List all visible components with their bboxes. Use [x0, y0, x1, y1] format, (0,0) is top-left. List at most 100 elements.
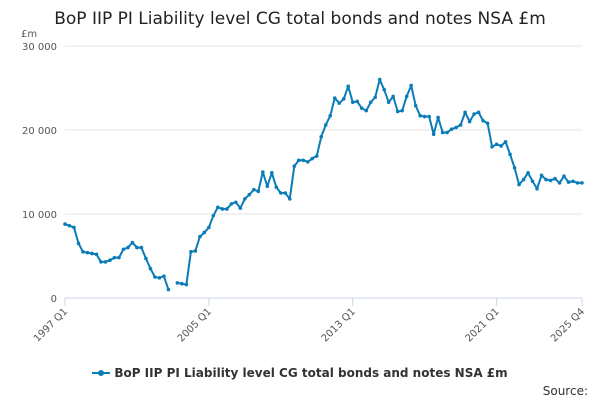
- data-point[interactable]: [211, 213, 216, 218]
- data-point[interactable]: [323, 123, 328, 127]
- data-point[interactable]: [238, 206, 243, 210]
- data-point[interactable]: [544, 177, 548, 182]
- legend[interactable]: BoP IIP PI Liability level CG total bond…: [0, 366, 600, 380]
- data-point[interactable]: [225, 207, 229, 211]
- data-point[interactable]: [463, 110, 467, 115]
- data-point[interactable]: [99, 260, 103, 264]
- data-point[interactable]: [332, 96, 337, 100]
- data-point[interactable]: [494, 142, 499, 147]
- data-point[interactable]: [144, 256, 148, 261]
- data-point[interactable]: [467, 119, 472, 124]
- data-point[interactable]: [139, 245, 144, 250]
- data-point[interactable]: [189, 250, 193, 254]
- data-point[interactable]: [517, 182, 521, 187]
- data-point[interactable]: [503, 139, 508, 144]
- data-point[interactable]: [472, 112, 476, 116]
- data-point[interactable]: [490, 145, 494, 149]
- data-point[interactable]: [270, 171, 274, 175]
- data-point[interactable]: [278, 191, 283, 195]
- data-point[interactable]: [449, 127, 454, 131]
- data-point[interactable]: [234, 200, 238, 205]
- data-point[interactable]: [265, 184, 270, 189]
- data-point[interactable]: [180, 281, 184, 286]
- data-point[interactable]: [575, 181, 580, 185]
- data-point[interactable]: [485, 121, 490, 126]
- data-point[interactable]: [377, 77, 382, 82]
- data-point[interactable]: [117, 255, 121, 260]
- data-point[interactable]: [436, 115, 440, 120]
- data-point[interactable]: [175, 281, 180, 285]
- data-point[interactable]: [229, 202, 234, 206]
- data-point[interactable]: [112, 255, 117, 260]
- data-point[interactable]: [301, 158, 306, 163]
- data-point[interactable]: [252, 187, 256, 192]
- data-point[interactable]: [458, 123, 463, 127]
- data-point[interactable]: [81, 250, 85, 254]
- data-point[interactable]: [166, 287, 171, 292]
- data-point[interactable]: [256, 189, 261, 194]
- data-point[interactable]: [90, 251, 94, 256]
- data-point[interactable]: [207, 225, 211, 230]
- data-point[interactable]: [126, 245, 130, 250]
- data-point[interactable]: [440, 130, 445, 135]
- data-point[interactable]: [328, 113, 333, 118]
- data-point[interactable]: [310, 156, 315, 161]
- data-point[interactable]: [121, 247, 126, 252]
- data-point[interactable]: [539, 173, 544, 178]
- data-point[interactable]: [184, 282, 189, 287]
- data-point[interactable]: [562, 174, 566, 178]
- data-point[interactable]: [314, 154, 319, 158]
- data-point[interactable]: [94, 252, 99, 257]
- data-point[interactable]: [274, 185, 279, 189]
- data-point[interactable]: [287, 197, 292, 201]
- data-point[interactable]: [391, 94, 395, 99]
- data-point[interactable]: [400, 108, 404, 113]
- data-point[interactable]: [292, 164, 297, 168]
- data-point[interactable]: [526, 171, 530, 175]
- data-point[interactable]: [481, 118, 485, 123]
- data-point[interactable]: [162, 274, 166, 278]
- data-point[interactable]: [296, 158, 301, 163]
- data-point[interactable]: [103, 260, 108, 264]
- data-point[interactable]: [261, 170, 265, 174]
- data-point[interactable]: [108, 258, 112, 263]
- data-point[interactable]: [431, 132, 436, 136]
- data-point[interactable]: [548, 178, 553, 183]
- data-point[interactable]: [553, 176, 557, 181]
- data-point[interactable]: [521, 177, 526, 182]
- data-point[interactable]: [305, 160, 310, 164]
- data-point[interactable]: [355, 99, 360, 104]
- data-point[interactable]: [193, 249, 198, 253]
- data-point[interactable]: [63, 222, 67, 226]
- data-point[interactable]: [512, 166, 517, 170]
- data-point[interactable]: [557, 181, 562, 185]
- data-point[interactable]: [130, 240, 135, 245]
- data-point[interactable]: [359, 106, 364, 110]
- data-point[interactable]: [341, 97, 346, 101]
- data-point[interactable]: [508, 152, 512, 157]
- data-point[interactable]: [346, 84, 351, 89]
- data-point[interactable]: [157, 276, 162, 280]
- data-point[interactable]: [364, 108, 369, 113]
- data-point[interactable]: [216, 205, 220, 210]
- data-point[interactable]: [404, 94, 409, 99]
- data-point[interactable]: [368, 100, 373, 105]
- data-point[interactable]: [148, 266, 153, 271]
- data-point[interactable]: [319, 134, 324, 139]
- data-point[interactable]: [373, 95, 378, 100]
- data-point[interactable]: [243, 197, 247, 201]
- data-point[interactable]: [418, 113, 422, 118]
- data-point[interactable]: [427, 114, 431, 119]
- data-point[interactable]: [499, 144, 503, 148]
- data-point[interactable]: [566, 180, 571, 184]
- data-point[interactable]: [135, 245, 139, 250]
- data-point[interactable]: [283, 191, 288, 195]
- data-point[interactable]: [76, 241, 81, 246]
- data-point[interactable]: [413, 103, 418, 108]
- data-point[interactable]: [382, 87, 386, 92]
- data-point[interactable]: [337, 101, 342, 105]
- data-point[interactable]: [350, 100, 355, 105]
- data-point[interactable]: [535, 187, 539, 191]
- data-point[interactable]: [198, 234, 202, 239]
- data-point[interactable]: [386, 100, 391, 105]
